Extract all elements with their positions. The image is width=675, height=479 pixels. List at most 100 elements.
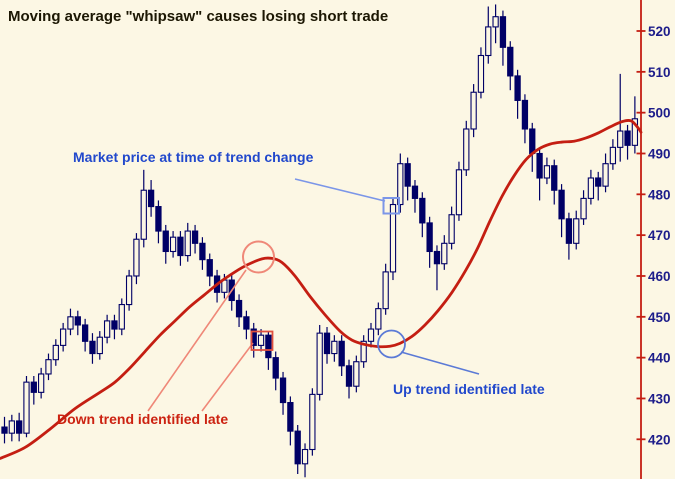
candle-body — [463, 128, 470, 171]
annotation-market-price-label: Market price at time of trend change — [73, 149, 314, 165]
candle-body — [294, 430, 301, 465]
candle-body — [353, 361, 360, 387]
axis-tick-label: 480 — [648, 187, 671, 202]
candle-body — [30, 381, 37, 393]
candle-body — [309, 393, 316, 451]
candle-body — [301, 448, 309, 465]
candle-body — [595, 177, 602, 187]
candle-body — [67, 316, 74, 330]
candle-body — [551, 165, 558, 191]
candle-body — [265, 334, 272, 359]
blue-circle-ma-trough-marker — [377, 329, 406, 359]
candle-body — [316, 332, 323, 395]
axis-tick-label: 430 — [648, 391, 671, 406]
candle-body — [59, 328, 67, 346]
candle-body — [52, 344, 59, 361]
candle-body — [499, 16, 507, 48]
candle-body — [360, 340, 367, 363]
candle-body — [345, 365, 353, 387]
candle-body — [96, 336, 103, 355]
candle-body — [543, 165, 551, 179]
candle-body — [624, 130, 631, 146]
candle-body — [411, 185, 419, 199]
candle-body — [338, 340, 345, 367]
axis-tick-label: 440 — [648, 351, 671, 366]
candle-body — [382, 271, 389, 310]
candle-body — [155, 206, 162, 232]
candle-body — [177, 236, 184, 257]
candle-body — [103, 320, 111, 338]
candle-body — [243, 316, 250, 330]
candle-body — [140, 189, 147, 240]
candle-body — [631, 118, 639, 146]
candle-body — [507, 46, 514, 77]
axis-tick-label: 460 — [648, 269, 671, 284]
red-circle-ma-peak-marker — [242, 240, 275, 274]
candle-body — [118, 304, 125, 330]
axis-tick-label: 500 — [648, 106, 671, 121]
candle-body — [602, 163, 609, 187]
moving-average-line — [0, 118, 643, 460]
candle-body — [162, 230, 169, 253]
candle-body — [199, 242, 206, 261]
candle-body — [8, 420, 15, 434]
candle-body — [331, 340, 338, 355]
candle-body — [565, 218, 573, 244]
candle-body — [514, 75, 521, 101]
candle-body — [287, 402, 294, 432]
candle-body — [433, 250, 441, 265]
candle-body — [1, 426, 8, 434]
candle-body — [492, 16, 499, 28]
candle-body — [206, 259, 213, 277]
candle-body — [529, 128, 536, 155]
candle-body — [111, 320, 118, 330]
down-trend-pointer-line — [147, 269, 247, 412]
candle-body — [521, 99, 529, 130]
candle-body — [125, 275, 133, 306]
candle-body — [184, 230, 191, 257]
candle-body — [37, 373, 45, 393]
candle-body — [257, 334, 265, 346]
candle-body — [441, 242, 448, 265]
candle-body — [81, 324, 89, 342]
candle-body — [147, 189, 155, 208]
candle-body — [470, 91, 477, 130]
candle-body — [191, 230, 199, 244]
candle-body — [375, 308, 382, 330]
axis-tick-label: 450 — [648, 310, 671, 325]
candle-body — [23, 381, 30, 434]
candle-body — [580, 197, 587, 220]
red-square-price-marker — [250, 330, 274, 351]
market-price-pointer-line — [294, 178, 386, 202]
candle-body — [477, 54, 485, 93]
candle-body — [74, 316, 81, 326]
axis-tick-label: 490 — [648, 146, 671, 161]
annotation-up-trend-label: Up trend identified late — [393, 381, 545, 397]
candle-body — [485, 26, 492, 57]
candle-body — [389, 203, 397, 273]
candle-body — [558, 189, 565, 220]
candle-body — [235, 299, 243, 318]
candle-body — [367, 328, 375, 342]
candle-body — [419, 197, 426, 224]
candle-body — [133, 238, 140, 277]
candle-body — [169, 236, 177, 253]
candle-body — [573, 218, 580, 244]
blue-square-price-marker — [382, 197, 400, 215]
axis-tick-label: 420 — [648, 432, 671, 447]
candle-body — [89, 340, 96, 355]
down-trend-pointer-line — [201, 342, 254, 412]
candle-body — [448, 214, 455, 244]
candle-body — [536, 152, 543, 179]
candle-body — [455, 169, 463, 216]
axis-tick-label: 510 — [648, 65, 671, 80]
chart-title: Moving average "whipsaw" causes losing s… — [8, 8, 389, 25]
candle-body — [397, 163, 404, 206]
axis-tick-label: 470 — [648, 228, 671, 243]
candle-body — [587, 177, 595, 199]
candle-body — [16, 420, 23, 434]
candle-body — [404, 163, 411, 187]
candle-body — [279, 377, 287, 404]
